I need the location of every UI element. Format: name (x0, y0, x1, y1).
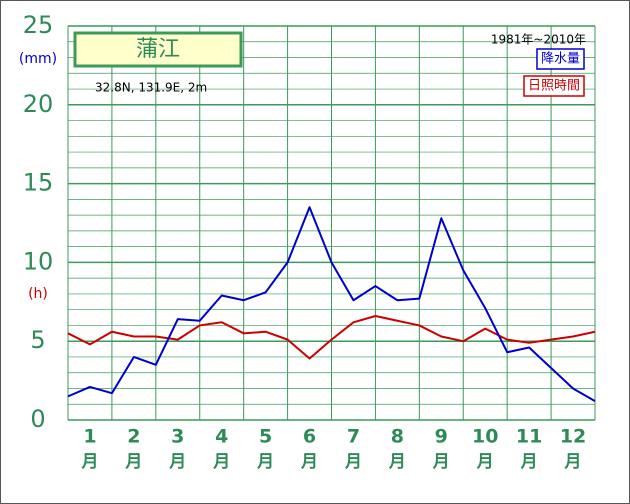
period: 1981年~2010年 (491, 33, 586, 47)
x-tick-label: 9 (435, 426, 448, 448)
x-unit-label: 月 (344, 452, 362, 472)
x-tick-label: 5 (259, 426, 272, 448)
x-unit-label: 月 (564, 452, 582, 472)
y-tick-label: 25 (23, 11, 54, 39)
x-tick-label: 2 (127, 426, 140, 448)
x-tick-label: 7 (347, 426, 360, 448)
data-line (67, 206, 596, 402)
x-unit-label: 月 (212, 452, 230, 472)
legend-label: 降水量 (541, 52, 580, 67)
legend-box (523, 75, 585, 97)
y-tick-label: 20 (23, 90, 54, 118)
y-tick-label: 0 (30, 405, 45, 433)
subtitle: 32.8N, 131.9E, 2m (95, 81, 207, 95)
x-unit-label: 月 (300, 452, 318, 472)
chart-title: 蒲江 (136, 37, 180, 62)
y-tick-label: 5 (30, 326, 45, 354)
x-tick-label: 11 (516, 426, 542, 448)
grid (67, 25, 596, 421)
x-tick-label: 12 (560, 426, 586, 448)
legend-box (536, 48, 585, 70)
x-unit-label: 月 (80, 452, 98, 472)
x-unit-label: 月 (520, 452, 538, 472)
legend-label: 日照時間 (528, 79, 580, 94)
y-axis-label: (mm) (19, 51, 57, 67)
y-tick-label: 10 (23, 247, 54, 275)
data-line (67, 314, 596, 360)
x-tick-label: 10 (472, 426, 498, 448)
x-tick-label: 8 (391, 426, 404, 448)
x-unit-label: 月 (168, 452, 186, 472)
title-box (73, 31, 243, 68)
y-axis-label-2: (h) (28, 286, 48, 302)
y-tick-label: 15 (23, 169, 54, 197)
x-tick-label: 3 (171, 426, 184, 448)
x-tick-label: 4 (215, 426, 228, 448)
x-unit-label: 月 (476, 452, 494, 472)
x-unit-label: 月 (124, 452, 142, 472)
x-tick-label: 1 (83, 426, 96, 448)
x-unit-label: 月 (388, 452, 406, 472)
x-tick-label: 6 (303, 426, 316, 448)
lines (67, 206, 596, 402)
x-unit-label: 月 (256, 452, 274, 472)
x-unit-label: 月 (432, 452, 450, 472)
